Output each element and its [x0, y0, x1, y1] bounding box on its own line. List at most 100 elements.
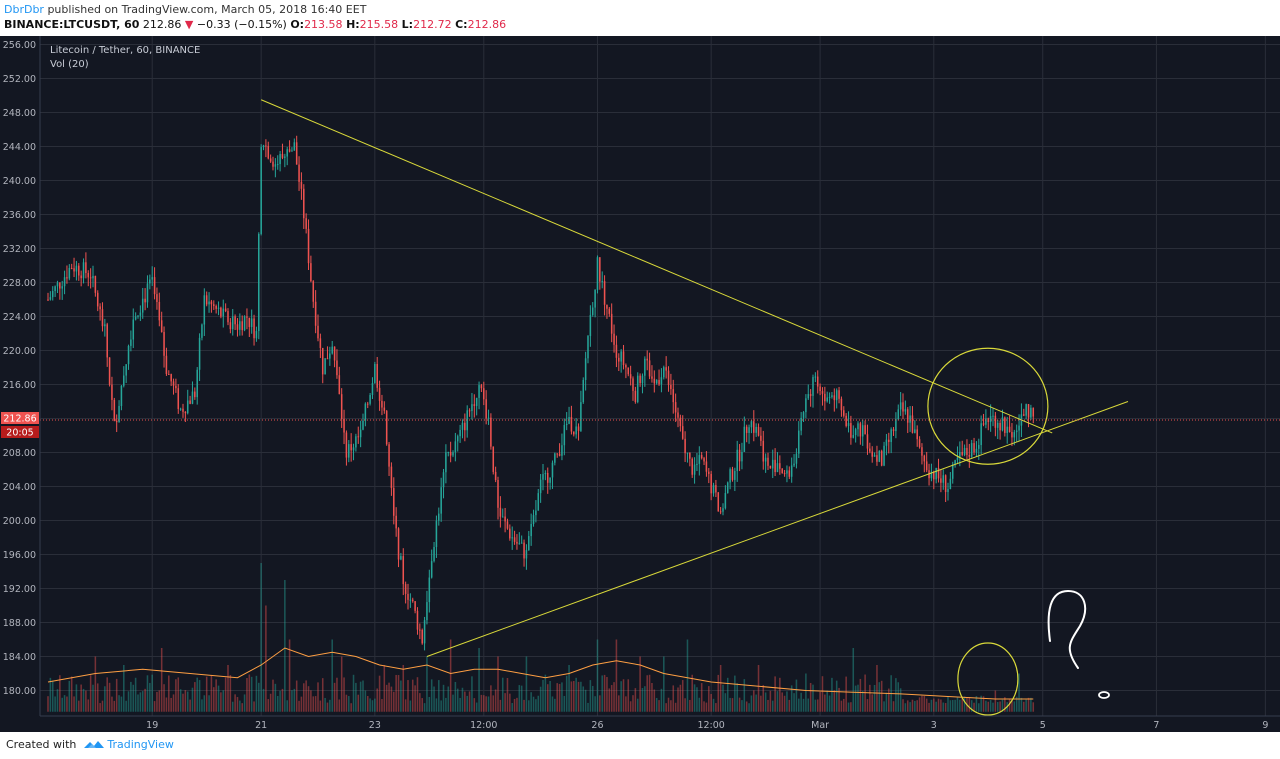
- candle-body: [584, 358, 587, 380]
- volume-bar: [293, 688, 296, 712]
- candle-body: [303, 188, 305, 219]
- candle-body: [679, 417, 682, 427]
- chart-area[interactable]: 256.00 252.00 248.00 244.00 240.00 236.00 232.…: [0, 36, 1280, 732]
- volume-bar: [520, 685, 523, 712]
- time-axis[interactable]: [40, 716, 1280, 732]
- volume-bar: [575, 677, 577, 712]
- candle-body: [947, 489, 949, 493]
- candle-body: [1001, 417, 1004, 431]
- volume-bar: [734, 675, 736, 712]
- candle-body: [331, 346, 333, 354]
- volume-bar: [764, 692, 767, 712]
- volume-bar: [603, 674, 606, 712]
- candle-body: [49, 297, 52, 300]
- price-axis[interactable]: [0, 36, 40, 716]
- candle-body: [350, 444, 352, 451]
- volume-bar: [601, 675, 603, 712]
- candle-body: [835, 390, 838, 401]
- volume-bar: [996, 702, 999, 712]
- volume-bar: [911, 699, 914, 712]
- candle-body: [831, 395, 833, 397]
- candle-body: [753, 421, 755, 433]
- candle-body: [980, 423, 982, 446]
- volume-bar: [885, 692, 888, 712]
- y-tick-label: 220.00: [3, 346, 36, 357]
- trendlines[interactable]: [260, 99, 1129, 657]
- volume-bar: [812, 684, 814, 712]
- x-tick-label: 12:00: [470, 720, 497, 731]
- candle-body: [840, 398, 843, 411]
- candle-body: [85, 262, 87, 274]
- volume-bar: [816, 699, 819, 712]
- candle-body: [111, 384, 113, 400]
- volume-bar: [537, 695, 540, 712]
- volume-bar: [554, 698, 556, 712]
- candle-body: [821, 391, 824, 394]
- volume-bar: [942, 702, 945, 712]
- volume-bar: [258, 682, 260, 712]
- volume-bar: [646, 675, 648, 712]
- volume-bar: [132, 684, 135, 712]
- candle-body: [340, 394, 343, 419]
- volume-bar: [111, 696, 113, 712]
- candle-body: [198, 337, 201, 370]
- candle-body: [880, 450, 883, 466]
- candle-body: [445, 452, 447, 473]
- tradingview-brand-link[interactable]: TradingView: [107, 738, 174, 751]
- candle-body: [648, 360, 651, 377]
- candle-body: [762, 440, 765, 462]
- volume-bar: [916, 700, 918, 712]
- volume-bar: [217, 685, 220, 712]
- candle-body: [298, 164, 300, 182]
- candle-body: [684, 438, 686, 454]
- volume-bar: [992, 702, 994, 712]
- volume-bar: [378, 675, 381, 712]
- candle-body: [246, 316, 248, 318]
- candle-body: [651, 376, 653, 379]
- candle-body: [471, 404, 473, 412]
- volume-bar: [172, 694, 175, 712]
- annotations[interactable]: [927, 347, 1110, 716]
- volume-bar: [362, 680, 364, 712]
- price-chart[interactable]: 256.00 252.00 248.00 244.00 240.00 236.00 232.…: [0, 36, 1280, 732]
- candle-body: [213, 304, 215, 306]
- candle-body: [743, 426, 746, 452]
- volume-bar: [253, 701, 255, 712]
- last-price-badge-text: 212.86: [3, 414, 36, 425]
- candle-body: [816, 376, 819, 387]
- volume-bar: [767, 699, 769, 712]
- open-label: O:: [290, 18, 305, 31]
- candle-body: [497, 480, 499, 508]
- candle-body: [234, 316, 236, 325]
- candle-body: [795, 453, 798, 464]
- candle-body: [672, 389, 675, 403]
- candle-body: [760, 435, 762, 441]
- volume-bar: [795, 679, 798, 712]
- volume-bar: [305, 680, 307, 712]
- author-link[interactable]: DbrDbr: [4, 3, 44, 16]
- candle-body: [577, 426, 580, 431]
- volume-bar: [667, 697, 670, 712]
- candle-body: [397, 528, 400, 560]
- candle-body: [708, 471, 710, 474]
- candle-body: [843, 410, 845, 416]
- candle-body: [674, 402, 677, 413]
- volume-bar: [149, 682, 151, 712]
- candle-body: [544, 472, 547, 475]
- low-value: 212.72: [413, 18, 452, 31]
- volume-bar: [321, 678, 324, 712]
- candle-body: [627, 367, 630, 375]
- candle-body: [504, 516, 506, 522]
- volume-bar: [324, 697, 326, 712]
- candle-body: [525, 550, 528, 559]
- volume-bar: [774, 676, 776, 712]
- tradingview-logo-icon[interactable]: [83, 739, 104, 751]
- y-tick-label: 244.00: [3, 142, 36, 153]
- volume-bar: [426, 656, 428, 712]
- candle-body: [369, 394, 371, 404]
- volume-bar: [940, 699, 942, 712]
- volume-bar: [51, 680, 54, 712]
- volume-bar: [284, 580, 286, 712]
- candle-body: [108, 357, 111, 385]
- volume-bar: [1015, 696, 1018, 712]
